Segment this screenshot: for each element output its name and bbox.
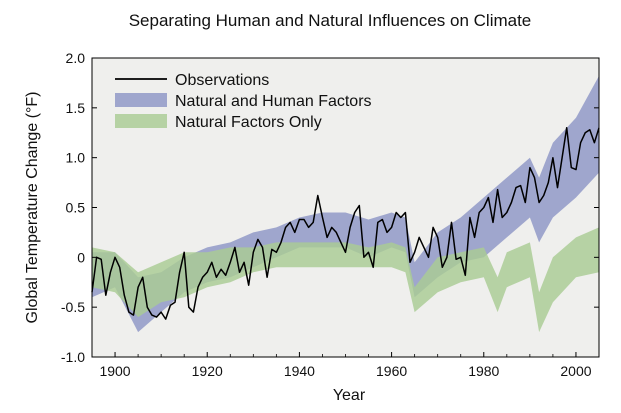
y-tick-label: -1.0 (61, 349, 85, 365)
x-tick-label: 1960 (376, 363, 407, 379)
y-axis-label: Global Temperature Change (°F) (24, 92, 41, 324)
x-tick-label: 1980 (468, 363, 499, 379)
y-tick-label: 1.5 (66, 100, 86, 116)
y-tick-label: 2.0 (66, 50, 86, 66)
band-natural-factors-only (92, 227, 599, 333)
legend: Observations Natural and Human Factors Nat… (115, 72, 372, 131)
legend-label-natural-factors-only: Natural Factors Only (175, 114, 322, 131)
legend-label-observations: Observations (175, 72, 269, 89)
legend-swatch-natural-and-human-factors (115, 93, 167, 107)
x-tick-label: 1920 (192, 363, 223, 379)
x-axis-label: Year (333, 387, 366, 404)
x-tick-label: 2000 (560, 363, 591, 379)
y-tick-label: -0.5 (61, 299, 85, 315)
legend-label-natural-and-human-factors: Natural and Human Factors (175, 93, 372, 110)
chart-title: Separating Human and Natural Influences … (129, 11, 532, 30)
x-tick-label: 1900 (99, 363, 130, 379)
bands-layer (92, 75, 599, 333)
line-observations (91, 127, 600, 320)
lines-layer (91, 127, 600, 320)
y-tick-label: 0.5 (66, 200, 86, 216)
y-axis: -1.0 -0.5 0 0.5 1.0 1.5 2.0 (61, 50, 599, 365)
x-tick-label: 1940 (284, 363, 315, 379)
x-axis: 1900 1920 1940 1960 1980 2000 (91, 352, 600, 379)
legend-swatch-natural-factors-only (115, 114, 167, 128)
y-tick-label: 0 (77, 249, 85, 265)
y-tick-label: 1.0 (66, 150, 86, 166)
